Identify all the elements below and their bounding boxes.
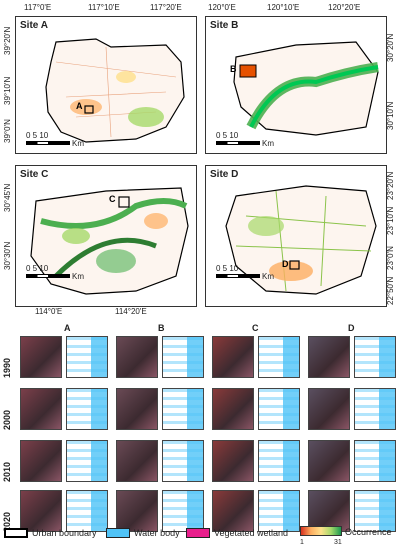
satellite-thumbnail-b (116, 490, 158, 532)
classification-thumbnail-a (66, 388, 108, 430)
lat-label: 30°30'N (3, 241, 12, 270)
site-d-map: Site D D 0 5 10 Km (205, 165, 387, 307)
grid-column-header: A (64, 323, 71, 333)
satellite-thumbnail-b (116, 440, 158, 482)
occurrence-max: 31 (334, 539, 342, 546)
legend-label: Vegetated wetland (214, 528, 289, 538)
occurrence-label: Occurrence (345, 527, 392, 537)
satellite-thumbnail-b (116, 336, 158, 378)
satellite-thumbnail-d (308, 336, 350, 378)
swatch-water-body (106, 528, 130, 538)
grid-column-header: C (252, 323, 259, 333)
lon-label: 117°10'E (88, 3, 120, 12)
classification-thumbnail-d (354, 440, 396, 482)
legend-water-body: Water body (106, 528, 180, 538)
site-title: Site B (210, 20, 239, 31)
grid-row-header: 2000 (2, 409, 12, 430)
occurrence-color-ramp (300, 526, 342, 536)
site-b-map: Site B B 0 5 10 Km (205, 16, 387, 154)
grid-row-header: 1990 (2, 357, 12, 378)
satellite-thumbnail-a (20, 336, 62, 378)
satellite-thumbnail-b (116, 388, 158, 430)
satellite-thumbnail-c (212, 440, 254, 482)
satellite-thumbnail-a (20, 388, 62, 430)
site-a-map: Site A A 0 5 10 Km (15, 16, 197, 154)
site-title: Site A (20, 20, 48, 31)
swatch-urban-boundary (4, 528, 28, 538)
lat-label: 39°10'N (3, 76, 12, 105)
lat-label: 23°10'N (386, 206, 395, 235)
grid-row-header: 2010 (2, 461, 12, 482)
classification-thumbnail-b (162, 490, 204, 532)
classification-thumbnail-c (258, 388, 300, 430)
classification-thumbnail-d (354, 490, 396, 532)
lat-label: 23°0'N (386, 246, 395, 270)
site-title: Site D (210, 169, 239, 180)
site-marker: C (109, 194, 116, 204)
satellite-thumbnail-d (308, 440, 350, 482)
site-marker: D (282, 259, 289, 269)
grid-column-header: D (348, 323, 355, 333)
lon-label: 117°20'E (150, 3, 182, 12)
lat-label: 39°0'N (3, 119, 12, 143)
lon-label: 114°20'E (115, 307, 147, 316)
legend-label: Urban boundary (32, 528, 97, 538)
classification-thumbnail-b (162, 440, 204, 482)
site-title: Site C (20, 169, 49, 180)
swatch-vegetated-wetland (186, 528, 210, 538)
site-marker: A (76, 101, 83, 111)
lon-label: 120°20'E (328, 3, 361, 12)
classification-thumbnail-a (66, 490, 108, 532)
grid-column-header: B (158, 323, 165, 333)
legend-vegetated-wetland: Vegetated wetland (186, 528, 288, 538)
classification-thumbnail-d (354, 388, 396, 430)
satellite-thumbnail-c (212, 336, 254, 378)
occurrence-min: 1 (300, 539, 304, 546)
lat-label: 30°10'N (386, 101, 395, 130)
satellite-thumbnail-d (308, 388, 350, 430)
lon-label: 117°0'E (24, 3, 52, 12)
classification-thumbnail-d (354, 336, 396, 378)
lat-label: 39°20'N (3, 26, 12, 55)
lat-label: 30°45'N (3, 183, 12, 212)
legend-urban-boundary: Urban boundary (4, 528, 97, 538)
satellite-thumbnail-c (212, 490, 254, 532)
classification-thumbnail-a (66, 336, 108, 378)
classification-thumbnail-b (162, 388, 204, 430)
classification-thumbnail-b (162, 336, 204, 378)
lat-label: 23°20'N (386, 171, 395, 200)
site-marker: B (230, 64, 237, 74)
satellite-thumbnail-a (20, 440, 62, 482)
classification-thumbnail-c (258, 336, 300, 378)
lat-label: 30°20'N (386, 33, 395, 62)
satellite-thumbnail-d (308, 490, 350, 532)
satellite-thumbnail-c (212, 388, 254, 430)
classification-thumbnail-c (258, 440, 300, 482)
lon-label: 114°0'E (35, 307, 63, 316)
satellite-thumbnail-a (20, 490, 62, 532)
classification-thumbnail-a (66, 440, 108, 482)
lon-label: 120°10'E (267, 3, 300, 12)
lon-label: 120°0'E (208, 3, 236, 12)
lat-label: 22°50'N (386, 276, 395, 305)
site-c-map: Site C C 0 5 10 Km (15, 165, 197, 307)
classification-thumbnail-c (258, 490, 300, 532)
legend-label: Water body (134, 528, 180, 538)
